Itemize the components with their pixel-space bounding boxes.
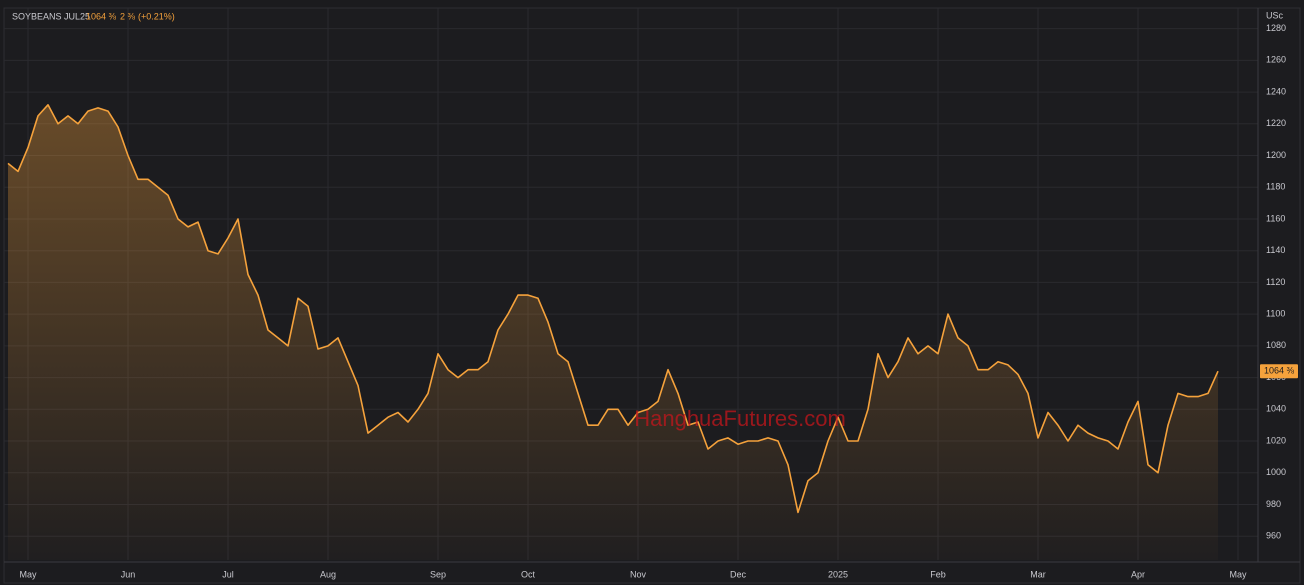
y-tick-label: 1180	[1266, 182, 1285, 192]
y-tick-label: 1040	[1266, 404, 1286, 414]
x-tick-label: May	[19, 569, 37, 579]
x-tick-label: Oct	[521, 569, 536, 579]
change-pct: (+0.21%)	[138, 11, 175, 21]
x-tick-label: Nov	[630, 569, 647, 579]
x-tick-label: May	[1229, 569, 1247, 579]
x-tick-label: Mar	[1030, 569, 1046, 579]
y-tick-label: 980	[1266, 499, 1281, 509]
x-tick-label: Aug	[320, 569, 336, 579]
y-tick-label: 1260	[1266, 55, 1286, 65]
watermark: HanghuaFutures.com	[634, 406, 846, 431]
y-tick-label: 1140	[1266, 245, 1285, 255]
y-unit: USc	[1266, 10, 1284, 20]
last-price: 1064 ⅜	[86, 11, 117, 21]
price-tag	[1260, 364, 1298, 379]
y-tick-label: 1020	[1266, 435, 1286, 445]
y-tick-label: 960	[1266, 531, 1281, 541]
x-tick-label: Jun	[121, 569, 136, 579]
area-fill	[8, 104, 1218, 561]
x-tick-label: Apr	[1131, 569, 1145, 579]
price-tag-label: 1064 ⅜	[1264, 366, 1295, 376]
y-tick-label: 1160	[1266, 213, 1285, 223]
x-tick-label: 2025	[828, 569, 848, 579]
x-tick-label: Sep	[430, 569, 446, 579]
y-tick-label: 1240	[1266, 86, 1286, 96]
x-tick-label: Jul	[222, 569, 234, 579]
y-tick-label: 1100	[1266, 309, 1285, 319]
y-tick-label: 1120	[1266, 277, 1285, 287]
change: 2 ⅜	[120, 11, 136, 21]
x-tick-label: Feb	[930, 569, 946, 579]
y-tick-label: 1280	[1266, 23, 1286, 33]
y-tick-label: 1220	[1266, 118, 1286, 128]
chart-title: SOYBEANS JUL25	[12, 11, 90, 21]
y-tick-label: 1080	[1266, 340, 1286, 350]
price-line	[7, 104, 1219, 514]
x-tick-label: Dec	[730, 569, 747, 579]
y-tick-label: 1200	[1266, 150, 1286, 160]
y-tick-label: 1000	[1266, 467, 1286, 477]
